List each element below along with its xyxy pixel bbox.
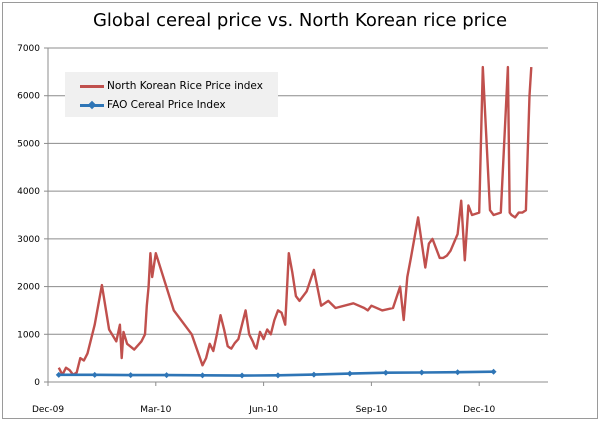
x-tick-label: Jun-10 (248, 405, 278, 415)
legend-label-fao: FAO Cereal Price Index (107, 99, 226, 111)
legend: North Korean Rice Price index FAO Cereal… (65, 72, 278, 117)
series-layer (55, 65, 533, 379)
y-tick-labels: 0 1000 2000 3000 4000 5000 6000 7000 (17, 44, 40, 388)
data-point (55, 371, 62, 378)
data-point (490, 368, 497, 375)
x-tick-label: Dec-09 (32, 405, 64, 415)
data-point (346, 370, 353, 377)
x-tick-label: Mar-10 (140, 405, 171, 415)
data-point (418, 369, 425, 376)
y-tick-label: 6000 (17, 92, 40, 102)
x-tick-label: Sep-10 (356, 405, 388, 415)
y-tick-label: 2000 (17, 283, 40, 293)
data-point (91, 371, 98, 378)
legend-swatch-rice (80, 84, 104, 88)
data-point (239, 372, 246, 379)
data-point (127, 372, 134, 379)
data-point (310, 371, 317, 378)
y-tick-label: 7000 (17, 44, 40, 54)
legend-item-rice: North Korean Rice Price index (80, 78, 263, 94)
data-point (454, 369, 461, 376)
data-point (199, 372, 206, 379)
y-tick-label: 4000 (17, 187, 40, 197)
chart-title: Global cereal price vs. North Korean ric… (92, 10, 508, 31)
data-point (382, 369, 389, 376)
series-line-0 (57, 65, 533, 376)
legend-label-rice: North Korean Rice Price index (107, 80, 263, 92)
legend-marker-fao (87, 100, 97, 109)
data-point (274, 372, 281, 379)
data-point (163, 372, 170, 379)
x-tick-labels: Dec-09 Mar-10 Jun-10 Sep-10 Dec-10 (32, 405, 496, 415)
y-tick-label: 3000 (17, 235, 40, 245)
x-tick-label: Dec-10 (463, 405, 495, 415)
axes (44, 47, 548, 386)
y-tick-label: 1000 (17, 330, 40, 340)
legend-swatch-fao (80, 100, 104, 109)
legend-item-fao: FAO Cereal Price Index (80, 97, 226, 113)
y-tick-label: 0 (34, 378, 40, 388)
y-tick-label: 5000 (17, 139, 40, 149)
